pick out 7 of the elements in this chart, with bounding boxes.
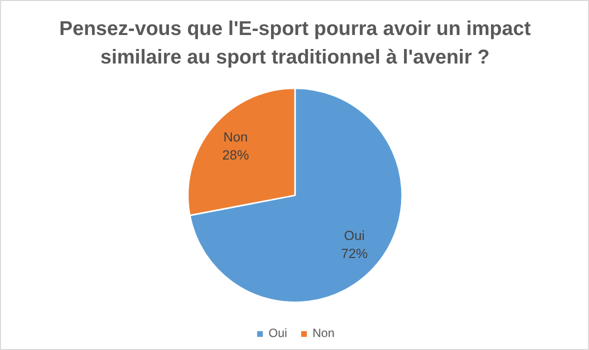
slice-label: Oui [344,228,365,243]
chart-title: Pensez-vous que l'E-sport pourra avoir un impact similaire au sport traditionnel à l'avenir ? [59,18,532,69]
legend-label: Oui [268,326,288,340]
legend-label: Non [312,326,335,340]
data-label: 28% [222,148,250,163]
slice-label: Non [223,130,248,145]
data-label: 72% [341,246,368,261]
